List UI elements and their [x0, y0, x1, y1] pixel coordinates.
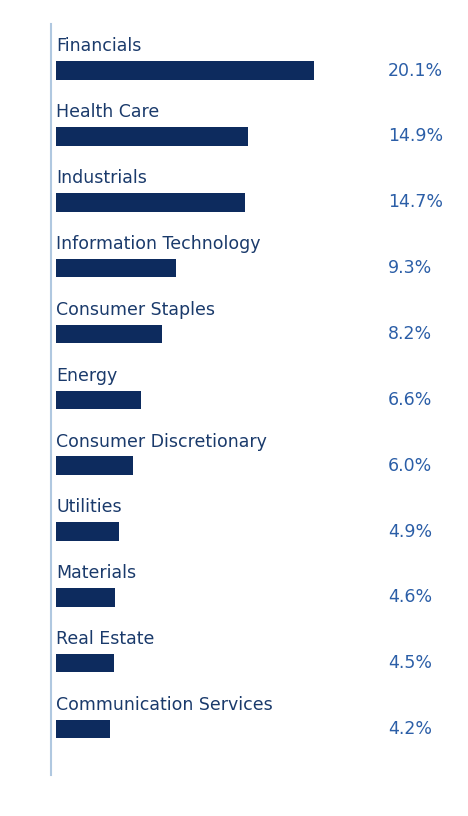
Text: Utilities: Utilities — [56, 499, 122, 517]
Text: 4.5%: 4.5% — [388, 654, 432, 672]
Bar — [56, 325, 161, 344]
Bar — [56, 259, 176, 277]
Text: 8.2%: 8.2% — [388, 325, 432, 343]
Text: Information Technology: Information Technology — [56, 235, 261, 253]
Text: 20.1%: 20.1% — [388, 61, 443, 80]
Text: Health Care: Health Care — [56, 104, 160, 122]
Bar — [56, 391, 141, 409]
Bar — [56, 720, 110, 738]
Text: Consumer Staples: Consumer Staples — [56, 301, 215, 319]
Text: 9.3%: 9.3% — [388, 259, 432, 277]
Bar — [56, 588, 115, 606]
Text: 4.6%: 4.6% — [388, 588, 432, 606]
Text: Consumer Discretionary: Consumer Discretionary — [56, 432, 267, 450]
Text: 14.7%: 14.7% — [388, 193, 443, 211]
Bar — [56, 127, 248, 145]
Text: Real Estate: Real Estate — [56, 630, 154, 648]
Text: Materials: Materials — [56, 564, 136, 583]
Text: Industrials: Industrials — [56, 169, 147, 187]
Text: 14.9%: 14.9% — [388, 127, 443, 145]
Text: 6.0%: 6.0% — [388, 457, 432, 475]
Text: 4.2%: 4.2% — [388, 720, 432, 738]
Bar — [56, 61, 314, 80]
Text: 4.9%: 4.9% — [388, 522, 432, 540]
Bar — [56, 654, 114, 672]
Bar — [56, 522, 119, 541]
Text: Financials: Financials — [56, 38, 141, 55]
Bar — [56, 456, 133, 475]
Text: 6.6%: 6.6% — [388, 391, 432, 409]
Text: Energy: Energy — [56, 366, 117, 384]
Text: Communication Services: Communication Services — [56, 696, 273, 714]
Bar — [56, 193, 245, 211]
